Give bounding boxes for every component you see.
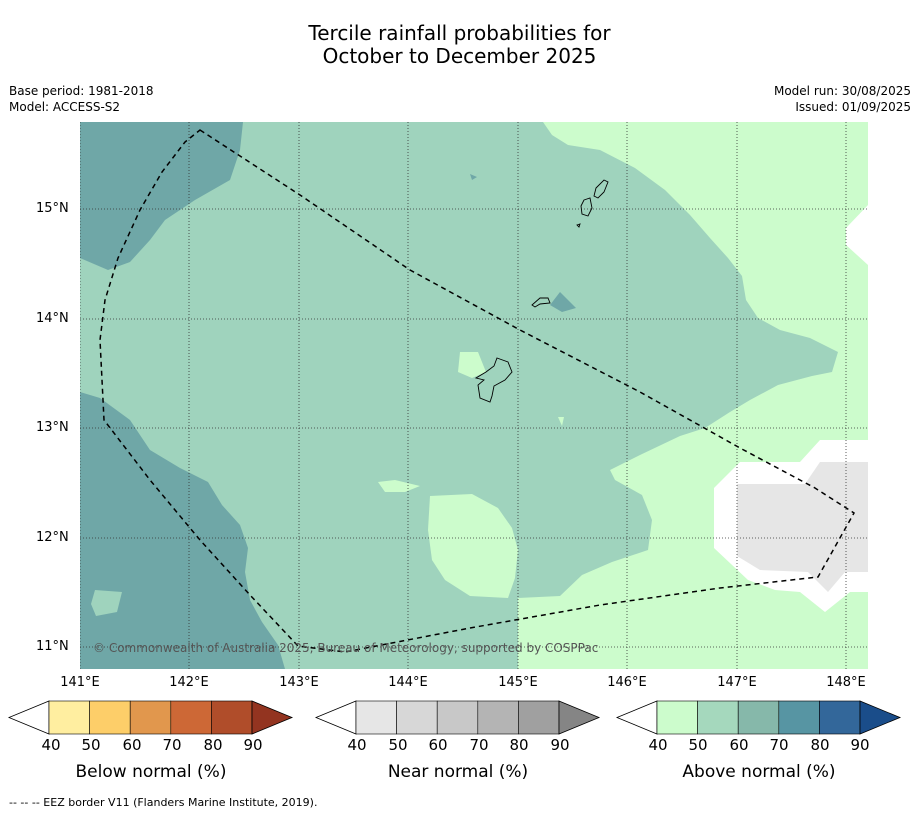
lat-label-15: 15°N	[36, 201, 69, 216]
island-guam	[474, 357, 513, 403]
below-colorbar-segment	[170, 700, 212, 735]
above-tick-80: 80	[810, 736, 830, 754]
light-patch-small	[378, 480, 420, 492]
near-colorbar-segment	[355, 700, 397, 735]
lat-label-12: 12°N	[36, 530, 69, 545]
above-colorbar-segment	[737, 700, 780, 735]
below-colorbar-segment	[129, 700, 172, 735]
near-tick-40: 40	[347, 736, 367, 754]
above-tick-70: 70	[769, 736, 789, 754]
island-aguijan	[576, 223, 581, 228]
above-colorbar-segment	[819, 700, 861, 735]
below-tick-80: 80	[203, 736, 223, 754]
above-colorbar-max-arrow	[859, 700, 902, 735]
lon-label-144: 144°E	[388, 675, 428, 690]
above-tick-90: 90	[850, 736, 870, 754]
issued-date: Issued: 01/09/2025	[795, 100, 911, 114]
island-saipan	[593, 179, 609, 199]
lat-label-13: 13°N	[36, 420, 69, 435]
dark-patch-saipan	[550, 292, 576, 312]
near-colorbar-segment	[396, 700, 438, 735]
gridlines	[80, 122, 868, 669]
near-colorbar	[314, 700, 601, 735]
lon-label-142: 142°E	[169, 675, 209, 690]
white-patch-ne	[846, 205, 868, 265]
model-run: Model run: 30/08/2025	[773, 84, 911, 98]
near-tick-80: 80	[509, 736, 529, 754]
near-tick-50: 50	[388, 736, 408, 754]
below-tick-50: 50	[81, 736, 101, 754]
near-tick-70: 70	[469, 736, 489, 754]
lon-label-141: 141°E	[60, 675, 100, 690]
above-colorbar-min-arrow	[615, 700, 658, 735]
meta-left: Base period: 1981-2018 Model: ACCESS-S2	[9, 83, 154, 115]
below-tick-60: 60	[122, 736, 142, 754]
eez-border	[99, 129, 856, 653]
eez-footnote: -- -- -- EEZ border V11 (Flanders Marine…	[9, 796, 318, 809]
near-normal-region	[737, 462, 868, 592]
above-tick-50: 50	[688, 736, 708, 754]
base-period: Base period: 1981-2018	[9, 84, 154, 98]
above-colorbar	[615, 700, 902, 735]
below-colorbar-min-arrow	[7, 700, 50, 735]
below-colorbar	[7, 700, 294, 735]
light-patch-guam-west	[458, 352, 486, 378]
above-normal-label: Above normal (%)	[682, 762, 836, 782]
title-line-1: Tercile rainfall probabilities for	[308, 21, 611, 45]
below-colorbar-segment	[89, 700, 131, 735]
below-colorbar-segment	[48, 700, 90, 735]
below-tick-70: 70	[162, 736, 182, 754]
light-patch-dot	[558, 417, 564, 426]
near-colorbar-min-arrow	[314, 700, 357, 735]
near-colorbar-segment	[436, 700, 479, 735]
title-line-2: October to December 2025	[322, 44, 597, 68]
light-region-south-center	[428, 494, 518, 598]
above-colorbar-segment	[697, 700, 739, 735]
islands	[474, 179, 609, 403]
copyright-notice: © Commonwealth of Australia 2025, Bureau…	[93, 641, 599, 655]
below-tick-40: 40	[41, 736, 61, 754]
near-normal-label: Near normal (%)	[387, 762, 529, 782]
below-colorbar-segment	[211, 700, 253, 735]
lon-label-145: 145°E	[498, 675, 538, 690]
lat-label-11: 11°N	[36, 639, 69, 654]
near-colorbar-segment	[518, 700, 560, 735]
above-tick-60: 60	[729, 736, 749, 754]
above-colorbar-segment	[656, 700, 698, 735]
lat-label-14: 14°N	[36, 311, 69, 326]
lon-label-143: 143°E	[279, 675, 319, 690]
meta-right: Model run: 30/08/2025 Issued: 01/09/2025	[774, 83, 911, 115]
lon-label-146: 146°E	[607, 675, 647, 690]
below-normal-label: Below normal (%)	[75, 762, 227, 782]
near-colorbar-max-arrow	[558, 700, 601, 735]
dark-region-sw	[80, 392, 285, 669]
below-tick-90: 90	[243, 736, 263, 754]
chart-title: Tercile rainfall probabilities for Octob…	[0, 22, 919, 68]
mid-patch-sw	[91, 590, 122, 616]
near-tick-90: 90	[550, 736, 570, 754]
near-colorbar-segment	[477, 700, 519, 735]
lon-label-148: 148°E	[826, 675, 866, 690]
model-name: Model: ACCESS-S2	[9, 100, 121, 114]
below-colorbar-max-arrow	[251, 700, 294, 735]
above-colorbar-segment	[778, 700, 820, 735]
island-rota	[531, 297, 551, 308]
above-tick-40: 40	[648, 736, 668, 754]
island-tinian	[580, 197, 593, 217]
near-tick-60: 60	[428, 736, 448, 754]
dark-patch-tiny	[470, 174, 477, 180]
dark-region-nw	[80, 122, 243, 270]
lon-label-147: 147°E	[717, 675, 757, 690]
